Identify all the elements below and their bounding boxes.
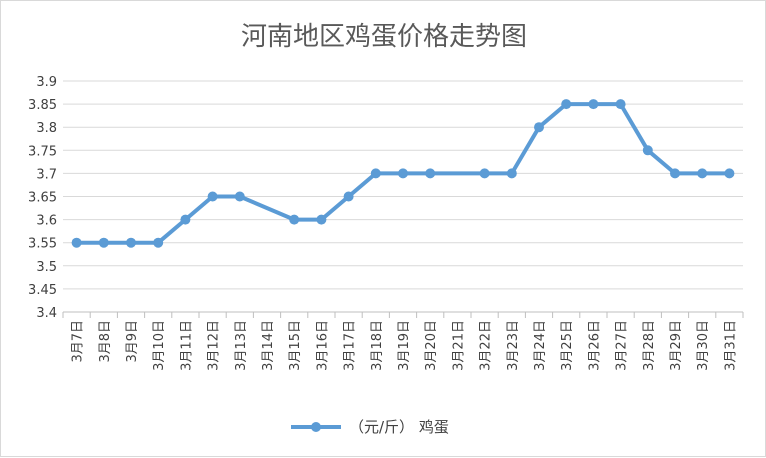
legend-marker bbox=[311, 422, 321, 432]
series-eggs bbox=[71, 99, 735, 248]
y-tick-label: 3.6 bbox=[36, 214, 57, 229]
x-tick-label: 3月16日 bbox=[315, 320, 330, 371]
x-tick-label: 3月17日 bbox=[343, 320, 358, 371]
data-point bbox=[316, 214, 327, 225]
data-point bbox=[126, 237, 136, 248]
data-point bbox=[724, 168, 735, 179]
legend: （元/斤） 鸡蛋 bbox=[291, 418, 449, 436]
x-tick-label: 3月8日 bbox=[98, 320, 113, 363]
data-point bbox=[670, 168, 680, 179]
x-tick-label: 3月12日 bbox=[207, 320, 222, 371]
data-point bbox=[697, 168, 708, 179]
x-tick-label: 3月27日 bbox=[615, 320, 630, 371]
data-point bbox=[207, 191, 218, 202]
x-tick-label: 3月7日 bbox=[71, 320, 86, 363]
data-point bbox=[479, 168, 490, 179]
x-tick-label: 3月20日 bbox=[424, 320, 439, 371]
legend-label: （元/斤） 鸡蛋 bbox=[349, 418, 449, 436]
y-tick-label: 3.7 bbox=[36, 167, 57, 182]
grid-lines bbox=[63, 80, 743, 313]
y-tick-label: 3.85 bbox=[28, 98, 57, 113]
x-tick-label: 3月9日 bbox=[125, 320, 140, 363]
y-tick-label: 3.45 bbox=[28, 283, 57, 298]
x-tick-label: 3月15日 bbox=[288, 320, 303, 371]
data-point bbox=[425, 168, 436, 179]
x-tick-label: 3月28日 bbox=[642, 320, 657, 371]
x-tick-label: 3月18日 bbox=[370, 320, 385, 371]
data-point bbox=[98, 237, 109, 248]
data-point bbox=[506, 168, 517, 179]
data-point bbox=[588, 99, 599, 110]
x-tick-label: 3月30日 bbox=[696, 320, 711, 371]
y-tick-label: 3.65 bbox=[28, 191, 57, 206]
x-tick-label: 3月29日 bbox=[669, 320, 684, 371]
y-tick-label: 3.9 bbox=[36, 75, 57, 90]
data-point bbox=[180, 214, 191, 225]
y-tick-label: 3.4 bbox=[36, 306, 57, 321]
x-tick-label: 3月10日 bbox=[152, 320, 167, 371]
data-point bbox=[234, 191, 245, 202]
data-point bbox=[534, 122, 544, 133]
x-tick-label: 3月25日 bbox=[560, 320, 575, 371]
y-tick-label: 3.5 bbox=[36, 260, 57, 275]
x-tick-label: 3月24日 bbox=[533, 320, 548, 371]
data-point bbox=[289, 214, 300, 225]
data-point bbox=[561, 99, 572, 110]
data-point bbox=[370, 168, 381, 179]
data-point bbox=[642, 145, 653, 156]
x-tick-label: 3月22日 bbox=[479, 320, 494, 371]
y-tick-label: 3.75 bbox=[28, 144, 57, 159]
x-tick-label: 3月11日 bbox=[179, 320, 194, 371]
data-point bbox=[615, 99, 626, 110]
data-point bbox=[71, 237, 82, 248]
data-point bbox=[343, 191, 354, 202]
y-axis-ticks: 3.9 3.85 3.8 3.75 3.7 3.65 3.6 3.55 3.5 3.45 3.4 bbox=[28, 75, 57, 321]
x-tick-label: 3月26日 bbox=[587, 320, 602, 371]
x-tick-label: 3月19日 bbox=[397, 320, 412, 371]
x-tick-label: 3月31日 bbox=[723, 320, 738, 371]
x-tick-label: 3月21日 bbox=[451, 320, 466, 371]
x-tick-label: 3月13日 bbox=[234, 320, 249, 371]
x-axis-ticks: 3月7日 3月8日 3月9日 3月10日 3月11日 3月12日 3月13日 3月14日 3月1… bbox=[62, 312, 744, 371]
y-tick-label: 3.8 bbox=[36, 121, 57, 136]
chart-title: 河南地区鸡蛋价格走势图 bbox=[241, 22, 527, 52]
y-tick-label: 3.55 bbox=[28, 237, 57, 252]
data-point bbox=[153, 237, 164, 248]
x-tick-label: 3月23日 bbox=[506, 320, 521, 371]
x-tick-label: 3月14日 bbox=[261, 320, 276, 371]
data-point bbox=[398, 168, 408, 179]
